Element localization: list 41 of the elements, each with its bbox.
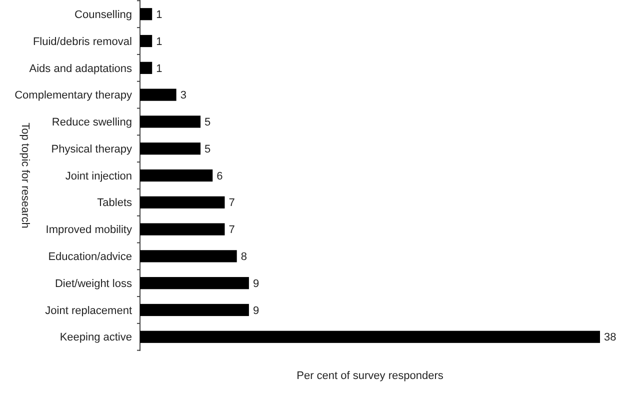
- data-label: 5: [204, 143, 211, 156]
- y-tick-label: Education/advice: [48, 251, 132, 264]
- bar: [140, 34, 152, 48]
- y-tick-label: Diet/weight loss: [54, 278, 132, 290]
- y-tick-label: Counselling: [74, 8, 132, 21]
- bar: [140, 88, 176, 101]
- y-tick-label: Joint injection: [65, 170, 132, 182]
- bar: [140, 330, 600, 343]
- bar: [140, 116, 201, 128]
- data-label: 7: [228, 224, 235, 236]
- data-label: 1: [156, 36, 162, 48]
- data-label: 38: [604, 332, 616, 344]
- bar: [140, 223, 225, 236]
- y-tick-label: Physical therapy: [51, 143, 132, 156]
- data-label: 3: [180, 90, 186, 102]
- y-tick-label: Fluid/debris removal: [32, 36, 132, 48]
- bar: [140, 304, 249, 316]
- bar: [140, 142, 201, 155]
- y-axis-title: Top topic for research: [19, 122, 31, 228]
- y-tick-label: Tablets: [97, 197, 132, 210]
- y-tick-label: Aids and adaptations: [29, 62, 132, 75]
- data-label: 5: [204, 116, 211, 129]
- data-label: 6: [216, 170, 223, 182]
- data-label: 1: [156, 62, 162, 75]
- y-tick-label: Improved mobility: [46, 224, 132, 236]
- bar: [140, 8, 152, 20]
- bar: [140, 62, 152, 74]
- bar: [140, 196, 225, 208]
- x-axis-title: Per cent of survey responders: [296, 370, 444, 382]
- data-label: 9: [252, 304, 260, 317]
- bar: [140, 250, 237, 262]
- y-tick-label: Keeping active: [60, 332, 132, 344]
- data-label: 9: [252, 278, 260, 290]
- data-label: 7: [228, 197, 235, 210]
- bar: [140, 277, 249, 290]
- y-tick-label: Reduce swelling: [52, 116, 132, 129]
- bar: [140, 169, 213, 182]
- y-tick-label: Joint replacement: [45, 304, 132, 317]
- data-label: 1: [156, 8, 162, 21]
- y-tick-label: Complementary therapy: [14, 90, 132, 102]
- data-label: 8: [240, 251, 247, 264]
